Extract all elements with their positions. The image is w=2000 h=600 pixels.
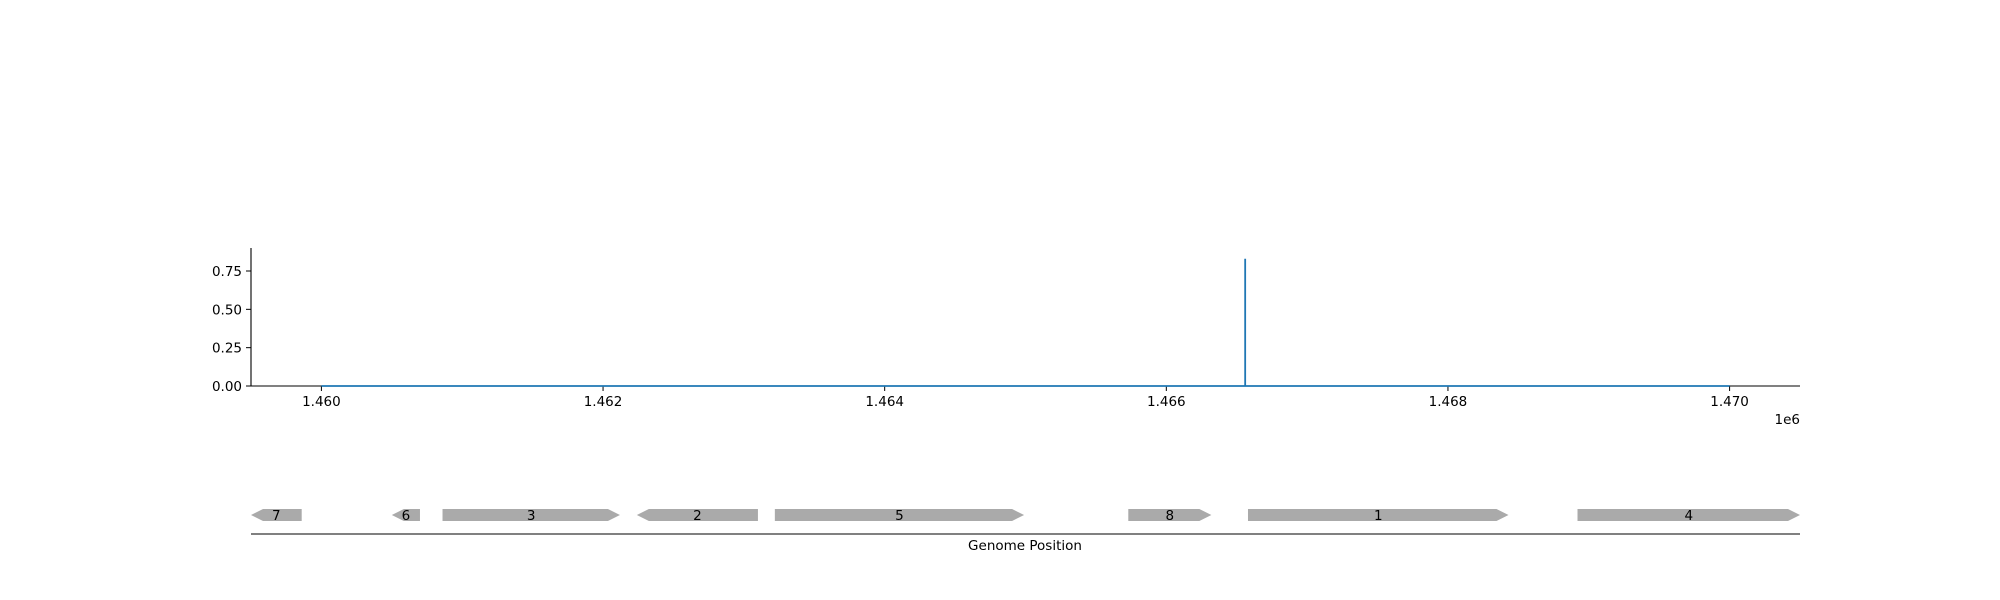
x-ticks: 1.460 1.462 1.464 1.466 1.468 1.470	[302, 386, 1749, 410]
y-tick-label: 0.50	[212, 302, 242, 318]
gene-label: 6	[402, 508, 411, 524]
coverage-plot: 0.000.250.500.75 1.460 1.462 1.464 1.466 1.4…	[212, 248, 1800, 428]
gene-arrow	[1128, 509, 1212, 521]
gene-arrow	[442, 509, 620, 521]
y-tick-label: 0.25	[212, 341, 242, 357]
gene-arrows: 7 6 3 2 5 8 1 4	[251, 508, 1800, 524]
x-tick-label: 1.464	[865, 394, 904, 410]
x-tick-label: 1.462	[584, 394, 623, 410]
gene-label: 5	[895, 508, 904, 524]
x-tick-label: 1.468	[1429, 394, 1468, 410]
gene-label: 2	[693, 508, 702, 524]
gene-label: 1	[1374, 508, 1383, 524]
x-tick-label: 1.460	[302, 394, 341, 410]
gene-arrow	[1247, 509, 1509, 521]
x-axis-label: Genome Position	[968, 538, 1082, 554]
gene-arrow	[251, 509, 302, 521]
gene-label: 4	[1684, 508, 1693, 524]
x-offset-label: 1e6	[1775, 412, 1800, 428]
y-ticks: 0.00 0.25 0.50 0.75	[212, 264, 251, 395]
y-tick-label: 0.00	[212, 379, 242, 395]
x-tick-label: 1.466	[1147, 394, 1186, 410]
gene-label: 3	[527, 508, 536, 524]
coverage-line	[321, 258, 1730, 387]
gene-label: 8	[1166, 508, 1175, 524]
gene-arrow	[391, 509, 420, 521]
x-tick-label: 1.470	[1710, 394, 1749, 410]
gene-arrow	[636, 509, 758, 521]
gene-arrow	[774, 509, 1025, 521]
gene-track: 7 6 3 2 5 8 1 4 Genome Position	[251, 508, 1800, 554]
y-tick-label: 0.75	[212, 264, 242, 280]
gene-label: 7	[272, 508, 281, 524]
gene-arrow	[1577, 509, 1800, 521]
